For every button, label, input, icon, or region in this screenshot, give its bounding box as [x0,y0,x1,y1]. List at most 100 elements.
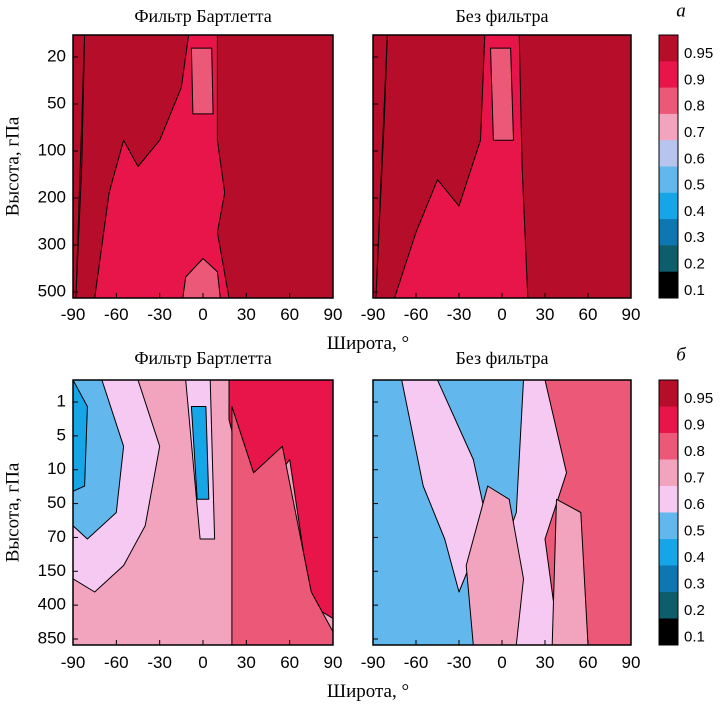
colorbar: 0.95 0.9 0.8 0.7 0.6 0.5 0.4 0.3 0.2 0.1 [658,379,713,646]
x-tick-label: 60 [579,653,598,672]
colorbar-label: 0.5 [684,177,705,194]
colorbar-frame [658,379,679,646]
x-tick-label: -90 [61,653,86,672]
y-tick-label: 400 [38,595,66,614]
colorbar-swatch [659,406,678,434]
colorbar-swatch [659,380,678,407]
y-tick-label: 300 [38,234,66,253]
heatmap-panel: Фильтр Бартлетта -90 -60 -30 0 30 60 90 20 50 100 2… [38,6,343,324]
colorbar: 0.95 0.9 0.8 0.7 0.6 0.5 0.4 0.3 0.2 0.1 [658,34,713,299]
colorbar-swatch [659,113,678,141]
y-tick-label: 70 [47,527,66,546]
x-tick-label: -60 [104,653,129,672]
colorbar-label: 0.6 [684,496,705,513]
colorbar-label: 0.8 [684,443,705,460]
panel-title: Фильтр Бартлетта [134,348,271,368]
x-tick-label: -90 [361,305,386,324]
x-tick-label: 30 [536,305,555,324]
y-tick-label: 200 [38,187,66,206]
colorbar-label: 0.1 [684,282,705,299]
contour-region [75,35,86,298]
colorbar-label: 0.95 [684,390,713,407]
y-tick-label: 500 [38,281,66,300]
contour-region [73,380,88,492]
x-tick-label: 0 [497,653,506,672]
colorbar-swatch [659,245,678,273]
x-tick-label: 0 [497,305,506,324]
x-tick-label: -60 [104,305,129,324]
colorbar-swatch [659,166,678,194]
heatmap-panel: Без фильтра -90 -60 -30 0 30 60 90 [361,348,641,672]
x-tick-label: 30 [237,653,256,672]
row-b: б Высота, гПа Широта, ° Фильтр Бартлетта -90… [2,344,713,702]
contour-region [490,47,514,141]
colorbar-label: 0.9 [684,417,705,434]
colorbar-label: 0.7 [684,470,705,487]
x-tick-label: 90 [622,653,641,672]
y-tick-label: 100 [38,140,66,159]
heatmap-panel: Без фильтра -90 -60 -30 0 30 60 90 [361,6,641,324]
y-tick-label: 150 [38,561,66,580]
panel-title: Фильтр Бартлетта [134,6,271,26]
panel-letter: а [676,0,686,21]
contour-region [190,406,210,500]
x-tick-label: 30 [237,305,256,324]
contour-region [182,258,221,298]
colorbar-label: 0.5 [684,523,705,540]
x-tick-label: 0 [198,653,207,672]
colorbar-swatch [659,271,678,299]
colorbar-swatch [659,592,678,619]
colorbar-swatch [659,565,678,593]
panel-title: Без фильтра [455,6,548,26]
x-axis-label: Широта, ° [327,333,409,354]
x-axis-label: Широта, ° [327,681,409,702]
colorbar-swatch [659,35,678,62]
x-tick-label: 60 [579,305,598,324]
x-tick-label: -30 [447,653,472,672]
contour-region [231,406,333,645]
colorbar-label: 0.2 [684,602,705,619]
colorbar-label: 0.8 [684,98,705,115]
y-axis-label: Высота, гПа [2,462,23,562]
colorbar-swatch [659,512,678,540]
x-tick-label: 90 [622,305,641,324]
y-tick-label: 5 [57,425,66,444]
row-a: а Высота, гПа Широта, ° Фильтр Бартлетта -90… [2,0,713,354]
x-tick-label: 90 [324,305,343,324]
x-tick-label: -30 [147,305,172,324]
colorbar-swatch [659,140,678,167]
colorbar-swatch [659,433,678,460]
colorbar-label: 0.95 [684,45,713,62]
colorbar-label: 0.7 [684,124,705,141]
colorbar-swatch [659,618,678,646]
panel-letter: б [676,344,687,365]
contour-region [373,380,489,645]
colorbar-swatch [659,87,678,115]
contour-region [190,47,214,115]
y-tick-label: 50 [47,93,66,112]
colorbar-swatch [659,459,678,487]
contour-region [375,35,388,298]
colorbar-label: 0.6 [684,150,705,167]
x-tick-label: -90 [361,653,386,672]
contour-region [551,498,589,645]
colorbar-label: 0.9 [684,71,705,88]
colorbar-frame [658,34,679,299]
heatmap-panel: Фильтр Бартлетта -90 -60 -30 0 30 60 90 1 5 10 50 70… [38,348,343,672]
x-tick-label: 30 [536,653,555,672]
colorbar-swatch [659,539,678,566]
colorbar-label: 0.4 [684,203,705,220]
panel-title: Без фильтра [455,348,548,368]
x-tick-label: 90 [324,653,343,672]
colorbar-swatch [659,486,678,513]
x-tick-label: -90 [61,305,86,324]
x-tick-label: -60 [404,653,429,672]
colorbar-label: 0.4 [684,549,705,566]
x-tick-label: -30 [447,305,472,324]
x-tick-label: -30 [147,653,172,672]
colorbar-label: 0.1 [684,629,705,646]
colorbar-label: 0.3 [684,229,705,246]
x-tick-label: -60 [404,305,429,324]
x-tick-label: 60 [280,653,299,672]
